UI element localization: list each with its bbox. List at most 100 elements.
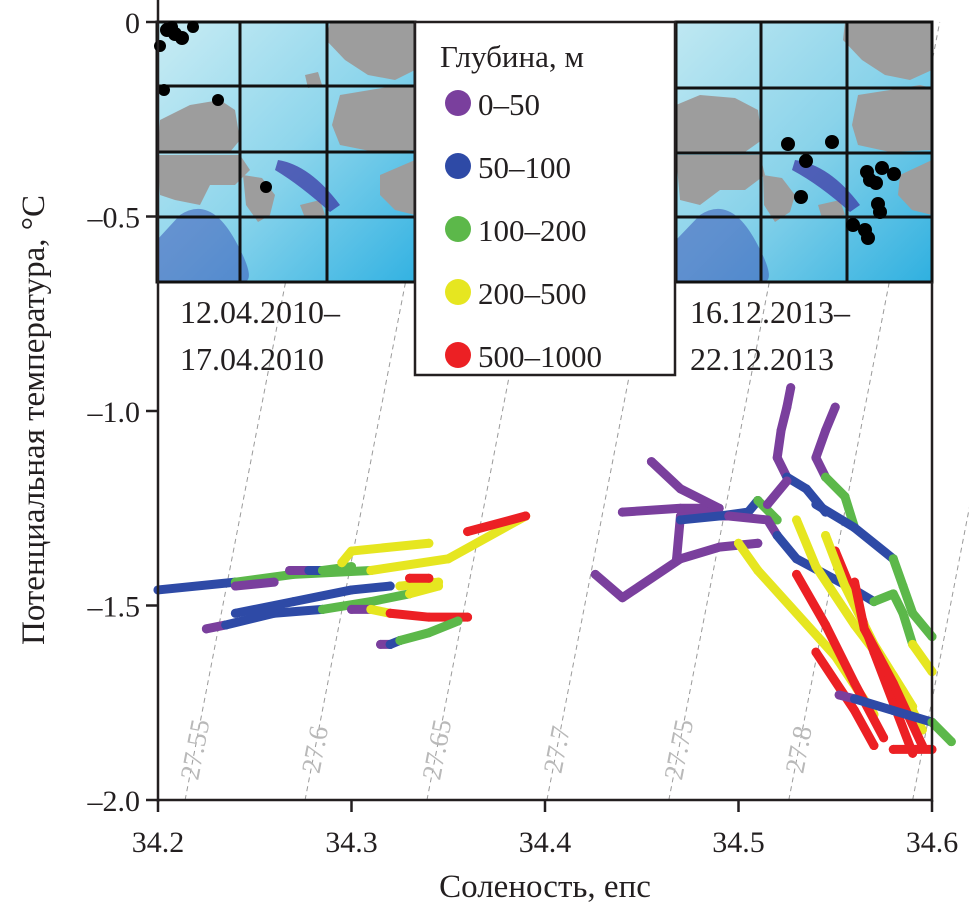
profile-series: [376, 616, 463, 649]
profile-series: [724, 511, 937, 677]
y-tick-label: –1.5: [87, 591, 141, 624]
profile-segment-100-200: [869, 589, 918, 649]
data-point: [395, 636, 405, 646]
station-markers: [154, 21, 272, 193]
data-point: [763, 515, 773, 525]
data-point: [347, 585, 356, 595]
profile-segment-0-50: [646, 457, 724, 513]
data-point: [376, 639, 386, 649]
legend-item: 500–1000: [445, 339, 602, 374]
data-point: [714, 503, 724, 513]
station-markers: [781, 135, 901, 245]
x-axis-title: Соленость, епс: [439, 869, 651, 905]
legend-marker: [445, 153, 471, 179]
data-point: [801, 484, 811, 494]
data-point: [840, 492, 850, 502]
land-mass: [300, 200, 325, 218]
data-point: [304, 565, 314, 575]
data-point: [869, 741, 879, 751]
land-mass: [852, 85, 932, 152]
isopycnal-label: 27.65: [416, 717, 457, 782]
data-point: [675, 503, 685, 513]
data-point: [453, 616, 463, 626]
data-point: [201, 624, 211, 634]
profile-series: [153, 511, 531, 595]
data-point: [830, 402, 840, 412]
data-point: [424, 573, 434, 583]
data-point: [888, 744, 898, 754]
land-mass: [326, 22, 415, 80]
profile-segment-500-1000: [463, 511, 531, 537]
legend-label: 50–100: [478, 150, 571, 185]
legend-box: [413, 20, 677, 377]
data-point: [424, 628, 434, 638]
profile-series: [347, 604, 473, 622]
data-point: [385, 608, 395, 618]
data-point: [859, 624, 869, 634]
data-point: [763, 499, 773, 509]
deep-water: [792, 160, 860, 212]
profile-segment-100-200: [927, 717, 956, 747]
data-point: [269, 608, 279, 618]
profile-segment-0-50: [811, 402, 840, 482]
data-point: [811, 647, 821, 657]
data-point: [317, 565, 327, 575]
data-point: [792, 554, 802, 564]
profile-series: [230, 573, 444, 618]
period-label-2013-start: 16.12.2013–: [690, 294, 851, 330]
data-point: [786, 383, 796, 393]
profile-segment-200-500: [405, 581, 444, 599]
profile-segment-500-1000: [792, 569, 889, 743]
period-label-2010-start: 12.04.2010–: [180, 294, 341, 330]
data-point: [850, 678, 860, 688]
data-point: [405, 589, 415, 599]
data-point: [590, 569, 600, 579]
data-point: [288, 597, 298, 607]
isopycnal-lines: 27.55 27.6 27.65 27.7 27.75 27.8: [174, 21, 969, 801]
profile-series: [675, 495, 879, 751]
y-tick-label: –0.5: [87, 202, 141, 235]
data-point: [888, 706, 898, 716]
data-point: [782, 476, 792, 486]
profile-segment-200-500: [395, 577, 444, 591]
x-tick-label: 34.5: [712, 826, 765, 859]
data-point: [776, 425, 786, 435]
y-axis-title: Потенциальная температура, °C: [16, 195, 52, 645]
data-point: [675, 515, 685, 525]
legend-marker: [445, 342, 471, 368]
data-point: [821, 425, 831, 435]
data-point: [672, 554, 682, 564]
data-point: [821, 620, 831, 630]
deep-water: [157, 208, 249, 283]
land-mass: [157, 100, 240, 160]
data-point: [792, 569, 802, 579]
data-point: [879, 733, 889, 743]
data-point: [888, 589, 898, 599]
profile-segment-0-50: [617, 503, 724, 517]
data-point: [753, 565, 763, 575]
land-mass: [676, 95, 762, 152]
profile-segment-100-200: [317, 562, 356, 575]
data-point: [385, 581, 395, 591]
x-tick-label: 34.2: [132, 826, 185, 859]
data-point: [888, 678, 898, 688]
legend-item: 50–100: [445, 150, 571, 185]
data-point: [424, 612, 434, 622]
legend-label: 0–50: [478, 87, 540, 122]
data-point: [869, 597, 879, 607]
data-point: [646, 457, 656, 467]
profile-series: [285, 538, 434, 575]
legend-marker: [445, 90, 471, 116]
data-point: [617, 593, 627, 603]
data-point: [221, 620, 231, 630]
profile-series: [590, 457, 763, 603]
data-point: [443, 554, 453, 564]
data-point: [850, 523, 860, 533]
data-point: [772, 453, 782, 463]
profile-segment-0-50: [230, 577, 279, 591]
period-label-2010-end: 17.04.2010: [180, 341, 324, 377]
data-point: [888, 698, 898, 708]
data-point: [395, 581, 405, 591]
land-mass: [305, 72, 322, 88]
data-point: [850, 620, 860, 630]
